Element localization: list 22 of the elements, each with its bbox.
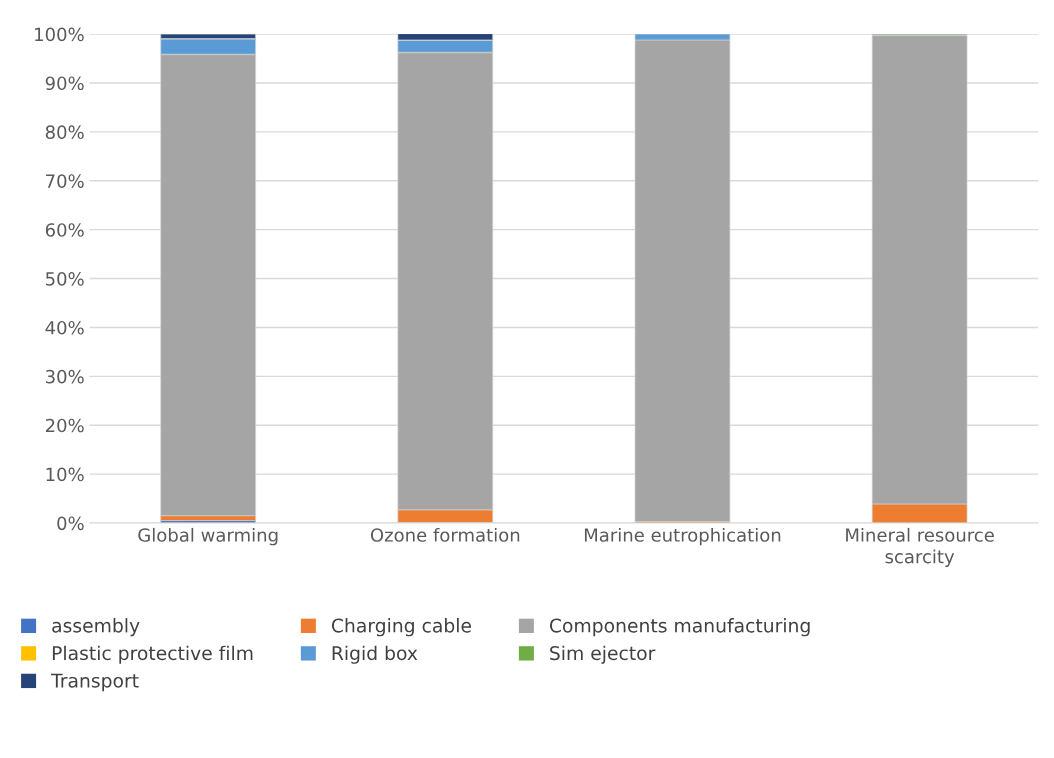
- x-tick-label: Mineral resource scarcity: [846, 527, 994, 567]
- y-tick-label: 0%: [57, 516, 84, 531]
- legend-label: Transport: [51, 673, 139, 692]
- legend-label: Plastic protective film: [52, 645, 253, 664]
- legend-label: assembly: [52, 618, 140, 637]
- y-tick-label: 20%: [45, 418, 84, 433]
- y-tick-label: 60%: [45, 223, 84, 237]
- y-tick-label: 10%: [46, 467, 84, 482]
- legend-label: Sim ejector: [550, 645, 656, 664]
- legend-label: Charging cable: [331, 618, 472, 637]
- y-tick-label: 70%: [46, 174, 84, 188]
- y-tick-label: 100%: [35, 27, 84, 42]
- legend-label: Components manufacturing: [549, 618, 810, 637]
- y-tick-label: 40%: [45, 320, 84, 335]
- x-tick-label: Ozone formation: [370, 527, 520, 542]
- legend-label: Rigid box: [332, 645, 418, 664]
- y-tick-label: 90%: [45, 76, 84, 91]
- y-tick-label: 30%: [45, 369, 84, 384]
- x-tick-label: Global warming: [138, 527, 278, 546]
- y-tick-label: 80%: [45, 125, 84, 140]
- y-tick-label: 50%: [45, 272, 84, 286]
- x-tick-label: Marine eutrophication: [584, 527, 781, 546]
